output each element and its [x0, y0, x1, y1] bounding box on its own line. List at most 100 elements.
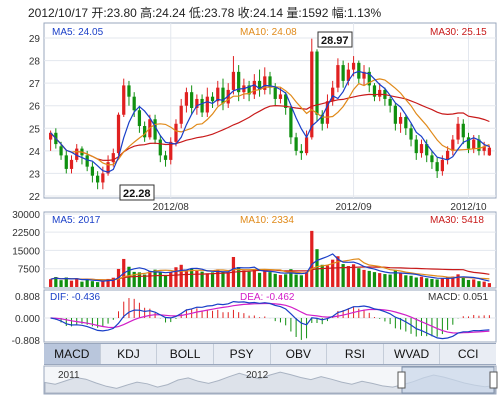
candle — [351, 62, 356, 70]
tab-boll[interactable]: BOLL — [157, 344, 214, 364]
candle — [388, 98, 392, 106]
candle — [190, 92, 194, 108]
volume-bar — [445, 277, 450, 287]
volume-bar — [80, 281, 84, 287]
candle — [404, 117, 408, 129]
candle — [216, 87, 220, 102]
volume-bar — [247, 271, 251, 287]
volume-bar — [184, 270, 189, 287]
volume-y-axis: 30000 22500 15000 7500 — [12, 210, 40, 276]
volume-legend: MA5: 2017 MA10: 2334 MA30: 5418 — [52, 215, 484, 226]
candle — [210, 96, 215, 102]
candle — [299, 150, 303, 154]
candle — [101, 173, 105, 183]
change-value: 1.13% — [347, 6, 382, 20]
candle — [278, 94, 283, 99]
tab-wvad[interactable]: WVAD — [384, 344, 441, 364]
tab-cci[interactable]: CCI — [457, 347, 479, 361]
volume-bar — [85, 279, 89, 287]
price-tick-label: 29 — [29, 34, 41, 45]
macd-tick-label: 0.000 — [15, 314, 40, 325]
low-value: 23.78 — [204, 6, 235, 20]
volume-bar — [163, 275, 168, 287]
candle — [96, 175, 100, 183]
volume-bar — [362, 269, 366, 287]
volume-bar — [153, 269, 157, 287]
candle — [472, 139, 476, 149]
candle — [341, 65, 345, 81]
navigator-handle-right[interactable] — [489, 371, 498, 389]
volume-bar — [466, 279, 471, 287]
legend-ma5: MA5: 24.05 — [52, 27, 104, 38]
legend-macd: MACD: 0.051 — [428, 292, 488, 303]
navigator-year-2012: 2012 — [246, 370, 269, 381]
volume-tick-label: 7500 — [18, 265, 41, 276]
legend-ma30: MA30: 25.15 — [430, 27, 487, 38]
candle — [304, 137, 309, 154]
volume-bar — [257, 272, 262, 287]
volume-bar — [325, 265, 330, 287]
volume-bar — [111, 277, 115, 287]
tab-psy[interactable]: PSY — [214, 344, 271, 364]
candle — [111, 153, 115, 163]
volume-bar — [158, 272, 162, 287]
price-y-axis: 29 28 27 26 25 24 23 22 — [29, 34, 41, 203]
volume-bar — [320, 264, 324, 287]
volume-bar — [351, 264, 356, 287]
candle — [59, 146, 63, 156]
candle — [221, 87, 225, 104]
candle — [310, 51, 314, 138]
volume-bar — [242, 270, 246, 287]
volume-bar — [310, 230, 314, 287]
candle — [393, 105, 397, 124]
price-tick-label: 27 — [29, 79, 41, 90]
candle — [425, 144, 429, 156]
macd-legend: DIF: -0.436 DEA: -0.462 MACD: 0.051 — [50, 292, 488, 303]
candle — [336, 65, 340, 88]
tab-kdj[interactable]: KDJ — [101, 344, 158, 364]
macd-panel — [43, 289, 497, 343]
annotation-min: 22.28 — [123, 188, 151, 200]
volume-bar — [221, 271, 225, 287]
volume-bar — [346, 266, 350, 287]
candle — [116, 114, 121, 154]
tab-rsi[interactable]: RSI — [327, 344, 384, 364]
tab-macd[interactable]: MACD — [44, 344, 101, 364]
candle — [409, 128, 413, 140]
candle — [357, 62, 361, 79]
volume-bar — [461, 277, 465, 287]
candle — [346, 69, 350, 81]
candle — [294, 137, 298, 151]
volume-bar — [419, 276, 424, 287]
candle — [440, 159, 444, 172]
volume-bar — [440, 277, 444, 287]
volume-bar — [48, 279, 53, 287]
navigator-handle-left[interactable] — [397, 371, 406, 389]
navigator-selection[interactable] — [401, 366, 495, 394]
volume-bar — [331, 259, 335, 287]
candle — [85, 155, 89, 167]
candle — [398, 117, 403, 124]
price-x-tick-label: 2012/10 — [450, 202, 487, 213]
quote-header: 2012/10/17 开:23.80 高:24.24 低:23.78 收:24.… — [28, 6, 382, 20]
candle — [378, 89, 382, 97]
candle — [184, 92, 189, 106]
candle — [143, 126, 147, 138]
volume-bar — [341, 264, 345, 287]
price-x-axis: 2012/08 2012/09 2012/10 — [153, 202, 487, 213]
legend-dea: DEA: -0.462 — [240, 292, 295, 303]
volume-bar — [383, 274, 387, 287]
candle — [75, 148, 79, 160]
candle — [320, 114, 324, 124]
price-annotations: 28.97 22.28 — [119, 31, 353, 201]
candle — [372, 85, 377, 97]
tab-obv[interactable]: OBV — [271, 344, 328, 364]
quote-date: 2012/10/17 — [28, 6, 89, 20]
candles — [48, 38, 492, 190]
change-label: 幅 — [331, 6, 344, 20]
volume-bar — [435, 279, 439, 287]
volume-bar — [299, 275, 303, 287]
volume-bar — [195, 270, 199, 287]
price-x-tick-label: 2012/08 — [153, 202, 190, 213]
